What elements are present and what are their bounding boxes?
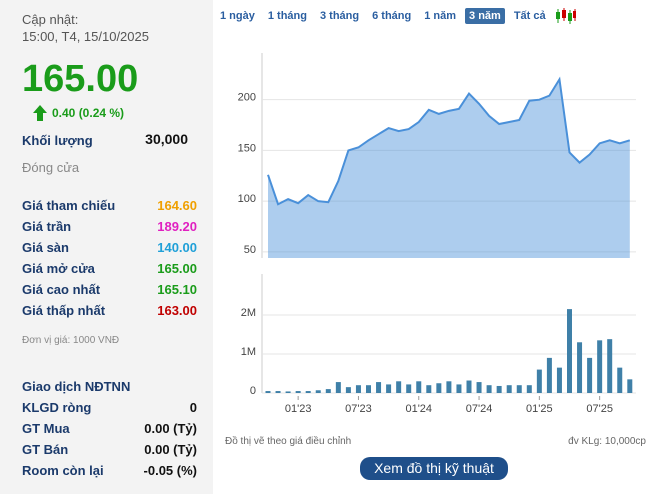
volume-bar (466, 380, 472, 393)
foreign-title: Giao dịch NĐTNN (22, 379, 131, 394)
price-row-value: 189.20 (157, 219, 197, 234)
volume-bar (556, 367, 562, 393)
volume-bar (607, 339, 613, 393)
volume-bar (546, 357, 552, 393)
foreign-row-label: KLGD ròng (22, 400, 92, 415)
range-tab[interactable]: 1 ngày (220, 10, 255, 22)
price-row-value: 140.00 (157, 240, 197, 255)
y-tick-label: 0 (250, 385, 256, 397)
price-row-value: 165.10 (157, 282, 197, 297)
foreign-row-label: Room còn lại (22, 463, 104, 478)
price-area (268, 79, 630, 258)
foreign-row-value: -0.05 (%) (143, 463, 197, 478)
range-tab[interactable]: 1 năm (424, 10, 457, 22)
range-tab[interactable]: 6 tháng (372, 10, 412, 22)
range-tab[interactable]: 3 năm (465, 8, 505, 24)
volume-bar (325, 389, 331, 393)
volume-label: Khối lượng (22, 133, 93, 148)
price-row-label: Giá trần (22, 219, 72, 234)
volume-bar (426, 385, 432, 393)
foreign-row-value: 0 (189, 400, 197, 415)
y-tick-label: 200 (238, 92, 256, 104)
x-tick-label: 01'23 (285, 403, 312, 415)
x-tick-label: 07'23 (345, 403, 372, 415)
volume-bar (597, 340, 603, 393)
x-tick-label: 07'25 (586, 403, 613, 415)
volume-bar (295, 391, 301, 393)
updated-time: 15:00, T4, 15/10/2025 (22, 29, 149, 44)
volume-bar (526, 385, 532, 393)
volume-bar (577, 342, 583, 393)
volume-bar (416, 381, 422, 393)
volume-bar (456, 384, 462, 393)
volume-bar (587, 357, 593, 393)
price-line (267, 76, 631, 206)
volume-bar (476, 382, 482, 393)
range-tabs: 1 ngày 1 tháng 3 tháng 6 tháng 1 năm 3 năm Tất… (216, 7, 577, 25)
volume-bar (406, 384, 412, 393)
volume-bar (617, 367, 623, 393)
volume-bar (355, 385, 361, 393)
volume-bar (506, 385, 512, 393)
foreign-row-value: 0.00 (Tỷ) (144, 421, 197, 436)
price-row-value: 163.00 (157, 303, 197, 318)
y-tick-label: 1M (241, 346, 256, 358)
technical-chart-button[interactable]: Xem đồ thị kỹ thuật (360, 457, 508, 480)
range-tab[interactable]: 1 tháng (267, 10, 307, 22)
foreign-row-label: GT Mua (22, 421, 70, 436)
price-row-label: Giá thấp nhất (22, 303, 106, 318)
chart: 50 100 150 200 0 1M 2M 01'23 07'23 01'24 07'24 01'2… (238, 53, 636, 415)
price: 165.00 (22, 58, 139, 100)
volume-bar (567, 309, 572, 393)
price-row-label: Giá tham chiếu (22, 198, 116, 213)
volume-bar (486, 385, 492, 393)
close-label: Đóng cửa (22, 160, 80, 175)
info-panel: Cập nhật: 15:00, T4, 15/10/2025 165.00 0… (0, 0, 213, 494)
volume-bar (446, 381, 452, 393)
volume-bar (516, 385, 522, 393)
up-arrow (33, 105, 47, 121)
range-tab[interactable]: Tất cả (513, 10, 546, 22)
volume-bar (305, 391, 311, 393)
volume-bar (265, 391, 271, 393)
volume-bar (335, 382, 341, 393)
y-tick-label: 2M (241, 307, 256, 319)
volume-bar (396, 381, 402, 393)
volume-bar (627, 379, 633, 393)
price-row-value: 164.60 (157, 198, 197, 213)
footnote-left: Đồ thị vẽ theo giá điều chỉnh (225, 436, 352, 447)
unit-note: Đơn vị giá: 1000 VNĐ (22, 335, 120, 346)
x-tick-label: 07'24 (466, 403, 493, 415)
foreign-row-value: 0.00 (Tỷ) (144, 442, 197, 457)
candlestick-icon[interactable] (555, 7, 577, 25)
price-change: 0.40 (0.24 %) (52, 106, 125, 120)
volume-bar (496, 385, 502, 393)
price-row-label: Giá mở cửa (22, 261, 95, 276)
volume-bar (536, 369, 542, 393)
y-tick-label: 150 (238, 142, 256, 154)
volume-bar (366, 385, 371, 393)
range-tab[interactable]: 3 tháng (319, 10, 360, 22)
volume-bar (285, 391, 291, 393)
price-row-label: Giá cao nhất (22, 282, 101, 297)
updated-label: Cập nhật: (22, 12, 79, 27)
volume-value: 30,000 (145, 131, 188, 147)
volume-bar (436, 383, 442, 393)
x-tick-label: 01'24 (405, 403, 432, 415)
x-tick-label: 01'25 (526, 403, 553, 415)
price-row-value: 165.00 (157, 261, 197, 276)
volume-bar (376, 382, 382, 393)
y-tick-label: 50 (244, 244, 256, 256)
volume-bar (386, 384, 392, 393)
volume-bar (275, 391, 281, 393)
price-row-label: Giá sàn (22, 240, 69, 255)
volume-bar (315, 390, 321, 393)
footnote-right: đv KLg: 10,000cp (568, 436, 646, 447)
y-tick-label: 100 (238, 193, 256, 205)
volume-bar (345, 387, 351, 393)
foreign-row-label: GT Bán (22, 442, 69, 457)
